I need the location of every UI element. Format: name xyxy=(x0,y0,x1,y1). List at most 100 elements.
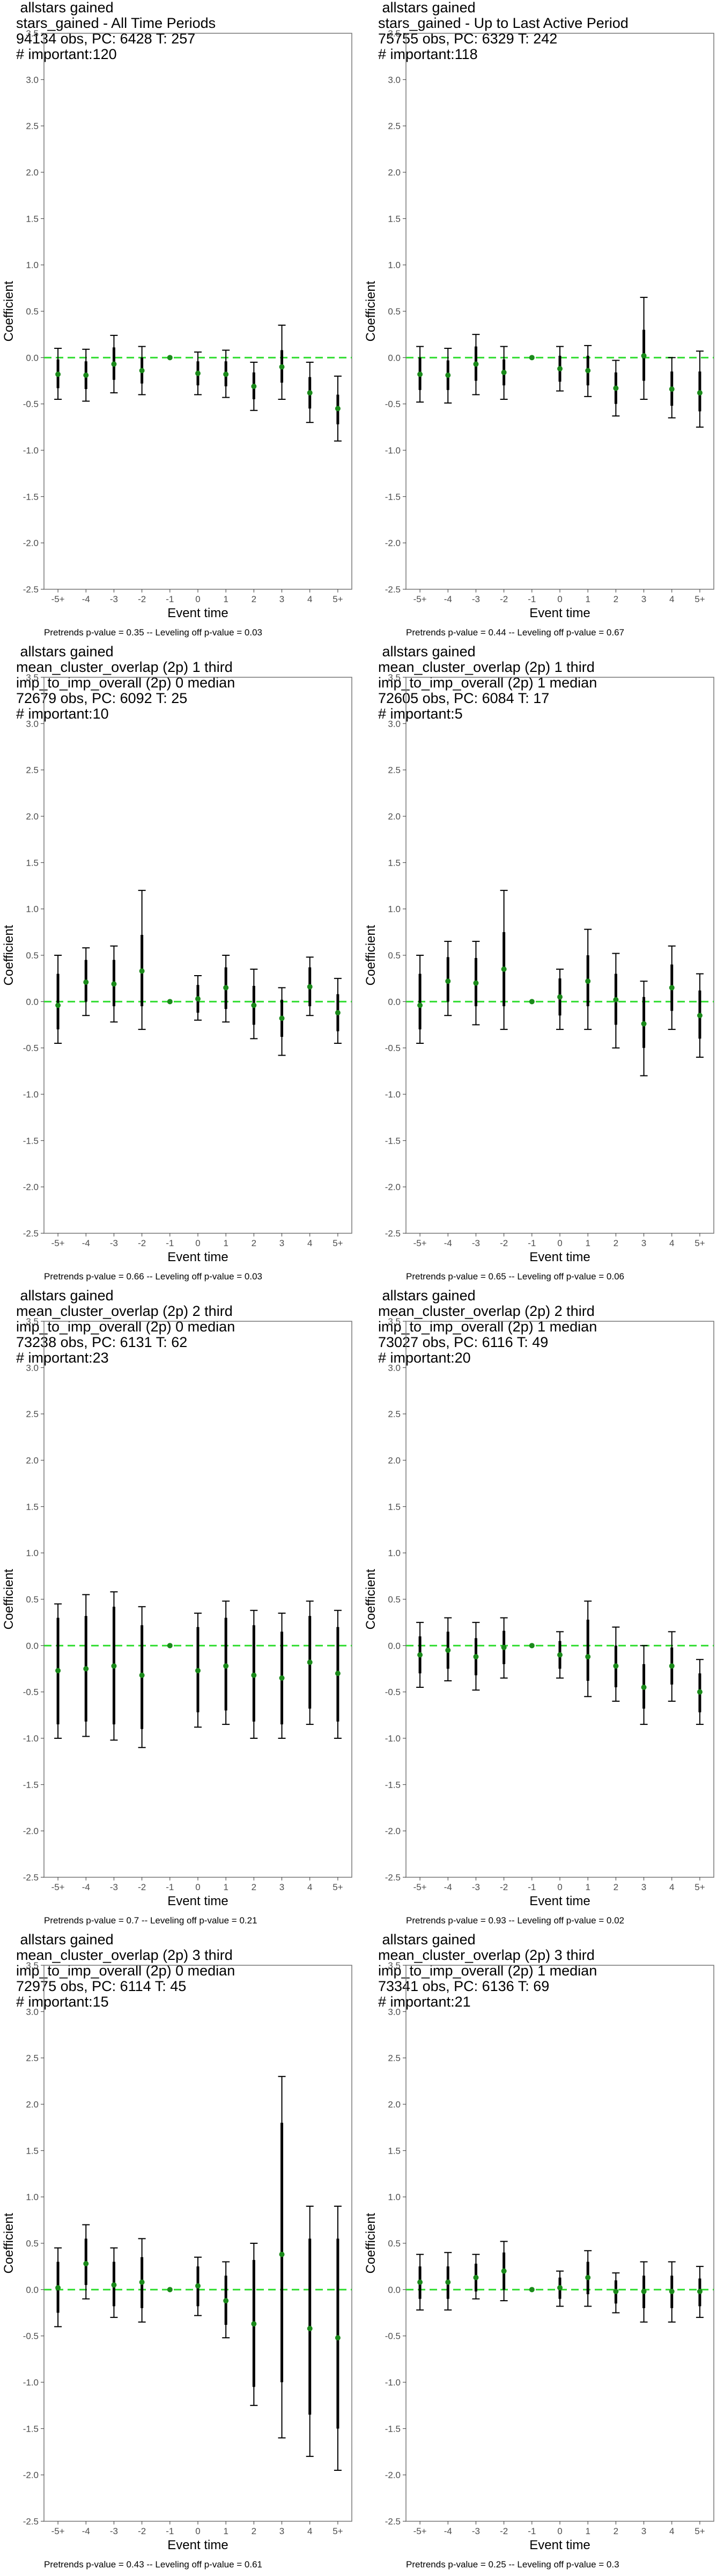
chart-title-line: stars_gained - All Time Periods xyxy=(16,15,216,31)
data-point xyxy=(613,2288,619,2294)
chart-panel-4: allstars gained mean_cluster_overlap (2p)… xyxy=(362,644,724,1288)
chart-panel-6: allstars gained mean_cluster_overlap (2p)… xyxy=(362,1288,724,1932)
x-axis-label: Event time xyxy=(167,2538,228,2552)
data-point xyxy=(251,1672,257,1678)
x-tick-label: 3 xyxy=(641,594,646,604)
x-tick-label: 5+ xyxy=(695,1238,705,1248)
plot-frame xyxy=(43,677,352,1234)
y-tick-label: 0.0 xyxy=(26,353,39,363)
chart-title-line: mean_cluster_overlap (2p) 3 third xyxy=(16,1947,233,1963)
data-point xyxy=(473,2274,479,2280)
y-tick-label: -1.0 xyxy=(385,445,401,456)
y-tick-label: -2.0 xyxy=(23,1826,39,1836)
data-point xyxy=(557,994,563,1000)
x-tick-label: -1 xyxy=(528,2526,536,2536)
data-point xyxy=(335,2335,341,2341)
chart-title-line: allstars gained xyxy=(378,643,476,660)
plot-frame xyxy=(43,1965,352,2522)
chart-panel-7: allstars gained mean_cluster_overlap (2p)… xyxy=(0,1932,362,2576)
y-tick-label: -1.0 xyxy=(385,1089,401,1100)
x-tick-label: -4 xyxy=(444,594,452,604)
chart-svg: -2.5 -2.0 -1.5 -1.0 -0.5 0.0 0.5 1.0 1.5 2.0 2.5 3.… xyxy=(2,672,352,1264)
data-point xyxy=(55,371,61,377)
data-point xyxy=(167,2287,173,2293)
p-value-footer: Pretrends p-value = 0.25 -- Leveling off… xyxy=(406,2559,619,2570)
y-tick-label: -1.5 xyxy=(23,1780,39,1790)
data-point xyxy=(223,985,229,991)
data-point xyxy=(279,1675,285,1681)
x-tick-label: -2 xyxy=(138,1238,146,1248)
y-tick-label: -2.0 xyxy=(385,1182,401,1192)
y-tick-label: 1.5 xyxy=(388,214,401,224)
y-axis-label: Coefficient xyxy=(2,281,16,341)
y-tick-label: 0.5 xyxy=(388,950,401,961)
chart-svg: -2.5 -2.0 -1.5 -1.0 -0.5 0.0 0.5 1.0 1.5 2.0 2.5 3.… xyxy=(364,672,714,1264)
y-tick-label: 2.5 xyxy=(388,765,401,775)
data-point xyxy=(55,1002,61,1008)
data-point xyxy=(557,2285,563,2290)
x-tick-label: 4 xyxy=(307,1882,312,1892)
chart-title-line: # important:23 xyxy=(16,1350,109,1366)
x-tick-label: 4 xyxy=(669,2526,674,2536)
data-point xyxy=(669,2288,675,2294)
chart-title: allstars gained stars_gained - Up to Last… xyxy=(378,0,629,62)
y-tick-label: 3.5 xyxy=(388,1960,401,1971)
y-tick-label: 1.5 xyxy=(388,2146,401,2156)
x-tick-label: 4 xyxy=(307,1238,312,1248)
y-tick-label: 3.0 xyxy=(388,1363,401,1373)
x-tick-label: 3 xyxy=(641,2526,646,2536)
y-tick-label: -0.5 xyxy=(385,1043,401,1053)
plot-frame xyxy=(405,33,714,590)
data-point xyxy=(641,1021,647,1027)
y-tick-label: -1.5 xyxy=(385,1136,401,1146)
data-point xyxy=(473,361,479,367)
x-tick-label: -2 xyxy=(138,594,146,604)
y-tick-label: -2.5 xyxy=(23,1228,39,1239)
data-point xyxy=(501,2268,507,2274)
chart-title-line: allstars gained xyxy=(378,0,476,16)
y-tick-label: 0.5 xyxy=(388,1594,401,1605)
chart-title-line: mean_cluster_overlap (2p) 2 third xyxy=(16,1303,233,1319)
y-tick-label: 1.5 xyxy=(26,1502,39,1512)
y-tick-label: 1.5 xyxy=(388,1502,401,1512)
p-value-footer: Pretrends p-value = 0.65 -- Leveling off… xyxy=(406,1271,624,1282)
x-axis-label: Event time xyxy=(529,606,590,620)
chart-title-line: mean_cluster_overlap (2p) 2 third xyxy=(378,1303,595,1319)
y-tick-label: 0.5 xyxy=(26,306,39,317)
chart-title-line: 72679 obs, PC: 6092 T: 25 xyxy=(16,690,188,706)
x-tick-label: 5+ xyxy=(695,594,705,604)
x-tick-label: -3 xyxy=(110,594,118,604)
x-tick-label: -5+ xyxy=(51,594,65,604)
x-tick-label: 5+ xyxy=(333,1882,343,1892)
y-tick-label: -0.5 xyxy=(385,399,401,409)
x-tick-label: 0 xyxy=(195,2526,200,2536)
y-axis-label: Coefficient xyxy=(364,2213,378,2273)
chart-panel-2: allstars gained stars_gained - Up to Last… xyxy=(362,0,724,644)
y-tick-label: 3.5 xyxy=(388,672,401,683)
x-tick-label: 1 xyxy=(585,1238,590,1248)
data-point xyxy=(697,1013,703,1019)
y-tick-label: 0.0 xyxy=(388,353,401,363)
chart-title-line: # important:20 xyxy=(378,1350,471,1366)
y-tick-label: -1.0 xyxy=(23,1089,39,1100)
x-tick-label: -1 xyxy=(528,1882,536,1892)
y-tick-label: 3.5 xyxy=(26,28,39,39)
x-tick-label: 1 xyxy=(223,1882,228,1892)
x-tick-label: -3 xyxy=(472,1238,480,1248)
data-point xyxy=(669,1663,675,1669)
data-point xyxy=(139,1672,145,1678)
y-tick-label: 3.0 xyxy=(388,719,401,729)
data-point xyxy=(613,1663,619,1669)
chart-title-line: # important:5 xyxy=(378,706,463,722)
x-tick-label: 2 xyxy=(614,2526,618,2536)
x-tick-label: 4 xyxy=(307,2526,312,2536)
y-tick-label: 1.0 xyxy=(388,904,401,914)
x-axis-label: Event time xyxy=(167,1894,228,1908)
data-point xyxy=(83,2260,89,2266)
x-tick-label: 0 xyxy=(195,1882,200,1892)
y-tick-label: 1.0 xyxy=(26,260,39,270)
x-axis-label: Event time xyxy=(167,1250,228,1264)
y-tick-label: 2.0 xyxy=(388,167,401,178)
data-point xyxy=(529,999,535,1005)
x-tick-label: 1 xyxy=(585,1882,590,1892)
